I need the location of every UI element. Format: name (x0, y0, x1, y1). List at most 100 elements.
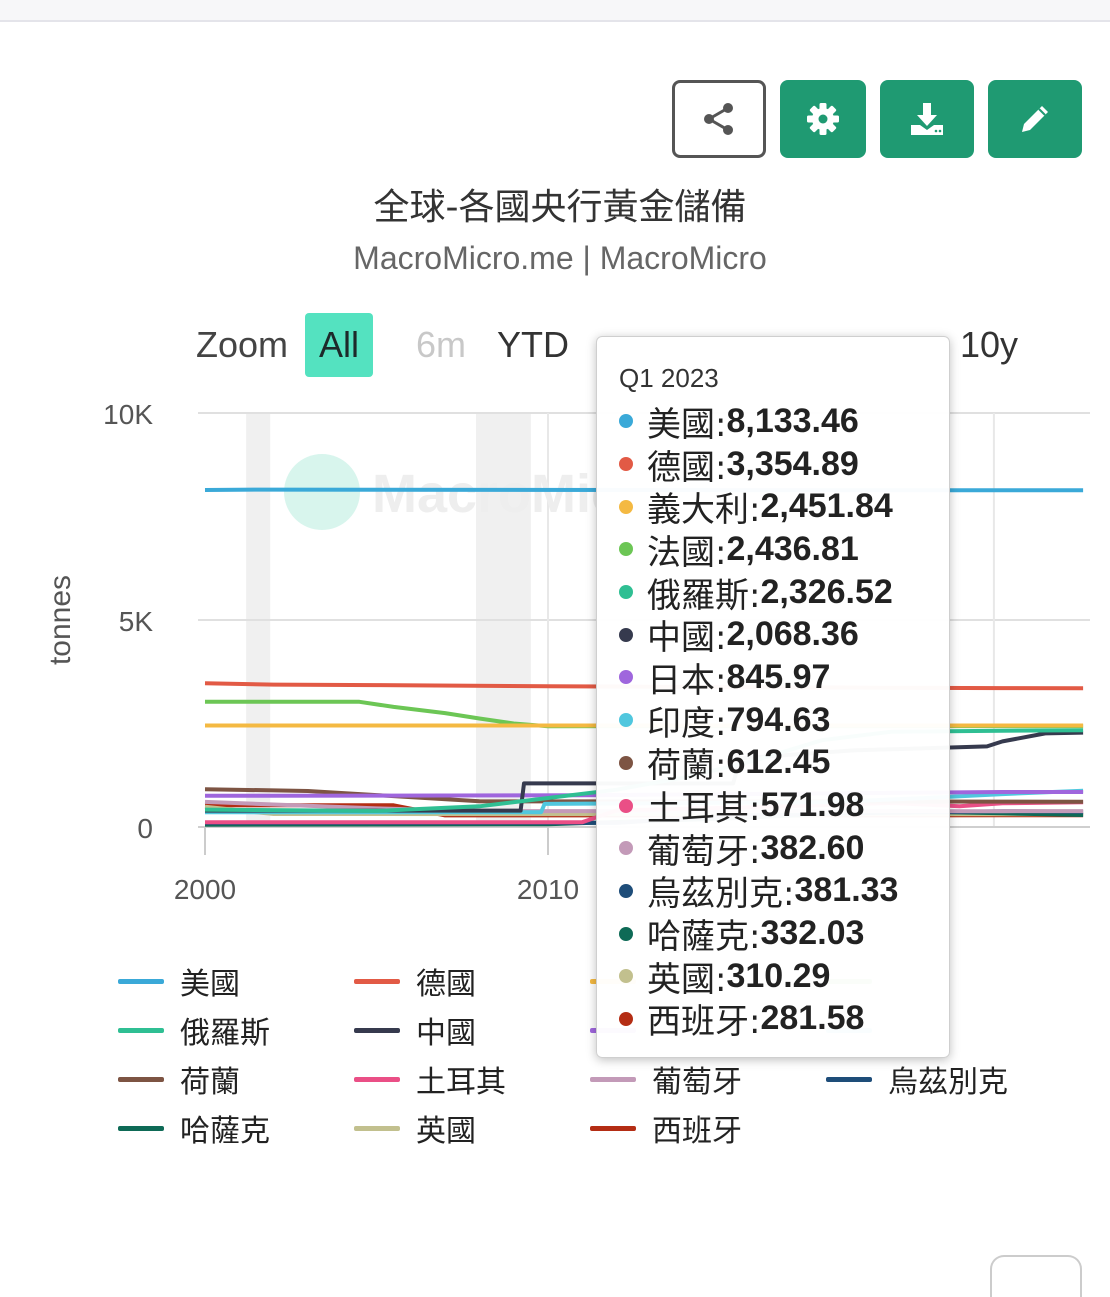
legend-swatch (118, 1125, 164, 1131)
legend-swatch (118, 978, 164, 984)
legend-item[interactable]: 英國 (354, 1110, 476, 1149)
tooltip-series-name: 中國: (647, 618, 727, 659)
pencil-icon (1018, 102, 1052, 136)
series-dot (619, 969, 633, 984)
tooltip-value: 794.63 (726, 700, 831, 739)
zoom-6m-button[interactable]: 6m (416, 324, 467, 365)
legend-label: 德國 (416, 967, 476, 1002)
chart-title: 全球-各國央行黃金儲備 (373, 187, 747, 228)
edit-button[interactable] (988, 80, 1082, 158)
legend-label: 土耳其 (416, 1065, 506, 1100)
legend-item[interactable]: 俄羅斯 (118, 1012, 270, 1051)
legend-swatch (118, 1027, 164, 1033)
tooltip-series-name: 日本: (647, 660, 727, 701)
legend-swatch (354, 1125, 400, 1131)
tooltip-row: 法國: 2,436.81 (619, 528, 949, 573)
tooltip-series-name: 德國: (647, 447, 727, 488)
zoom-ytd-button[interactable]: YTD (497, 324, 569, 365)
series-dot (619, 542, 633, 557)
legend-swatch (118, 1076, 164, 1082)
legend-swatch (590, 1125, 636, 1131)
tooltip-series-name: 荷蘭: (647, 746, 727, 787)
tooltip-value: 571.98 (760, 786, 865, 825)
tooltip-row: 日本: 845.97 (619, 656, 949, 701)
zoom-10y-button[interactable]: 10y (960, 324, 1019, 365)
legend-item[interactable]: 中國 (354, 1012, 476, 1051)
tooltip-row: 葡萄牙: 382.60 (619, 827, 949, 872)
zoom-all-button[interactable]: All (305, 313, 374, 377)
series-dot (619, 755, 633, 770)
y-tick-label: 0 (137, 813, 153, 844)
series-dot (619, 585, 633, 600)
gear-icon (806, 102, 840, 136)
legend-item[interactable]: 美國 (118, 963, 240, 1002)
series-dot (619, 883, 633, 898)
y-tick-label: 5K (119, 606, 154, 637)
tooltip-series-name: 英國: (647, 959, 727, 1000)
series-dot (619, 841, 633, 856)
top-bar (0, 0, 1110, 22)
legend-item[interactable]: 荷蘭 (118, 1061, 240, 1100)
y-axis-label: tonnes (44, 575, 77, 665)
tooltip-row: 印度: 794.63 (619, 699, 949, 744)
tooltip-value: 310.29 (726, 956, 831, 995)
tooltip-series-name: 法國: (647, 532, 727, 573)
share-button[interactable] (672, 80, 766, 158)
tooltip-value: 2,326.52 (760, 572, 893, 611)
legend-label: 俄羅斯 (180, 1016, 270, 1051)
tooltip-rows: 美國: 8,133.46 德國: 3,354.89 義大利: 2,451.84 法國:… (619, 400, 949, 1042)
series-dot (619, 926, 633, 941)
legend-label: 美國 (180, 967, 240, 1002)
legend-label: 烏茲別克 (888, 1065, 1008, 1100)
legend-item[interactable]: 哈薩克 (118, 1110, 270, 1149)
legend-swatch (826, 1076, 872, 1082)
legend-item[interactable]: 烏茲別克 (826, 1061, 1008, 1100)
y-tick-label: 10K (103, 399, 153, 430)
tooltip-value: 332.03 (760, 914, 865, 953)
tooltip-row: 烏茲別克: 381.33 (619, 870, 949, 914)
tooltip-series-name: 印度: (647, 703, 727, 744)
settings-button[interactable] (780, 80, 866, 158)
zoom-label: Zoom (196, 324, 289, 365)
series-dot (619, 627, 633, 642)
tooltip-series-name: 哈薩克: (647, 917, 761, 958)
download-button[interactable] (880, 80, 974, 158)
tooltip-series-name: 土耳其: (647, 789, 761, 830)
x-tick-label: 2000 (174, 874, 236, 905)
tooltip-row: 哈薩克: 332.03 (619, 912, 949, 958)
series-line (204, 787, 1084, 804)
tooltip-value: 8,133.46 (726, 401, 859, 440)
series-dot (619, 713, 633, 728)
tooltip-value: 382.60 (760, 828, 865, 867)
share-icon (702, 102, 736, 136)
tooltip-row: 中國: 2,068.36 (619, 613, 949, 659)
series-dot (619, 1011, 633, 1026)
tooltip-series-name: 俄羅斯: (647, 575, 761, 616)
legend-label: 葡萄牙 (652, 1065, 742, 1100)
tooltip-row: 西班牙: 281.58 (619, 998, 949, 1042)
legend-label: 荷蘭 (180, 1065, 240, 1100)
legend-item[interactable]: 德國 (354, 963, 476, 1002)
tooltip-row: 荷蘭: 612.45 (619, 742, 949, 786)
tooltip-series-name: 義大利: (647, 490, 761, 531)
legend-item[interactable]: 葡萄牙 (590, 1061, 742, 1100)
scroll-top-button[interactable] (990, 1255, 1082, 1297)
series-dot (619, 670, 633, 685)
legend-item[interactable]: 土耳其 (354, 1061, 506, 1100)
tooltip-row: 德國: 3,354.89 (619, 443, 949, 488)
legend-swatch (354, 978, 400, 984)
legend-label: 英國 (416, 1114, 476, 1149)
series-dot (619, 414, 633, 429)
legend-swatch (354, 1076, 400, 1082)
tooltip-value: 381.33 (794, 871, 899, 910)
series-dot (619, 798, 633, 813)
tooltip-row: 俄羅斯: 2,326.52 (619, 571, 949, 616)
tooltip-header: Q1 2023 (619, 363, 719, 393)
legend-item[interactable]: 西班牙 (590, 1110, 742, 1149)
series-line (204, 681, 1084, 691)
tooltip-series-name: 葡萄牙: (647, 831, 761, 872)
x-tick-label: 2010 (517, 874, 579, 905)
tooltip-value: 2,068.36 (726, 615, 859, 654)
tooltip-value: 3,354.89 (726, 444, 859, 483)
